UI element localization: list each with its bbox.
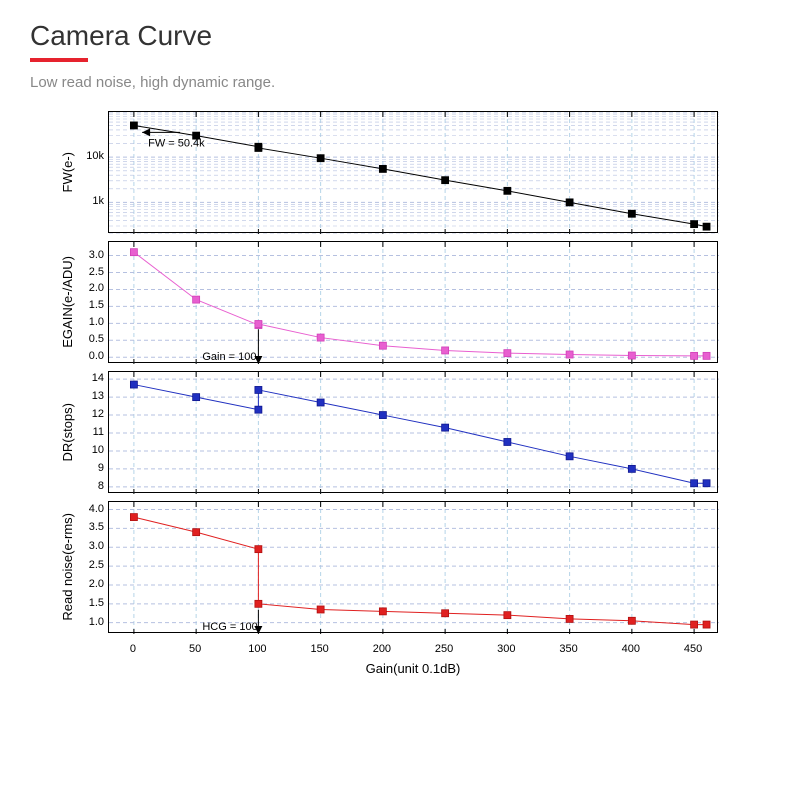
chart-rn-yticks: 4.03.53.02.52.01.51.0 bbox=[80, 501, 108, 633]
chart-egain-plot: Gain = 100 bbox=[109, 242, 719, 364]
chart-fw-row: FW(e-) 10k1k FW = 50.4k bbox=[60, 111, 770, 233]
page-subtitle: Low read noise, high dynamic range. bbox=[30, 74, 770, 91]
title-underline bbox=[30, 58, 88, 62]
x-label: Gain(unit 0.1dB) bbox=[108, 661, 718, 676]
chart-rn-border: HCG = 100 bbox=[108, 501, 718, 633]
page-title: Camera Curve bbox=[30, 20, 770, 52]
chart-fw-border: FW = 50.4k bbox=[108, 111, 718, 233]
chart-egain-ylabel: EGAIN(e-/ADU) bbox=[60, 256, 80, 348]
x-axis-row: 050100150200250300350400450 Gain(unit 0.1… bbox=[60, 641, 770, 676]
chart-fw-plot: FW = 50.4k bbox=[109, 112, 719, 234]
chart-dr-yticks: 141312111098 bbox=[80, 371, 108, 493]
chart-fw-ylabel: FW(e-) bbox=[60, 152, 80, 192]
chart-dr-row: DR(stops) 141312111098 bbox=[60, 371, 770, 493]
svg-text:HCG = 100: HCG = 100 bbox=[202, 621, 257, 633]
charts-container: FW(e-) 10k1k FW = 50.4k EGAIN(e-/ADU) 3.… bbox=[60, 111, 770, 676]
chart-egain-border: Gain = 100 bbox=[108, 241, 718, 363]
chart-rn-row: Read noise(e-rms) 4.03.53.02.52.01.51.0 … bbox=[60, 501, 770, 633]
svg-text:FW = 50.4k: FW = 50.4k bbox=[148, 137, 205, 149]
chart-fw-yticks: 10k1k bbox=[80, 111, 108, 233]
chart-egain-row: EGAIN(e-/ADU) 3.02.52.01.51.00.50.0 Gain… bbox=[60, 241, 770, 363]
chart-dr-ylabel: DR(stops) bbox=[60, 403, 80, 462]
chart-egain-yticks: 3.02.52.01.51.00.50.0 bbox=[80, 241, 108, 363]
chart-rn-plot: HCG = 100 bbox=[109, 502, 719, 634]
chart-dr-plot bbox=[109, 372, 719, 494]
chart-rn-ylabel: Read noise(e-rms) bbox=[60, 513, 80, 621]
x-ticks: 050100150200250300350400450 bbox=[108, 641, 718, 659]
chart-dr-border bbox=[108, 371, 718, 493]
svg-text:Gain = 100: Gain = 100 bbox=[202, 351, 256, 363]
